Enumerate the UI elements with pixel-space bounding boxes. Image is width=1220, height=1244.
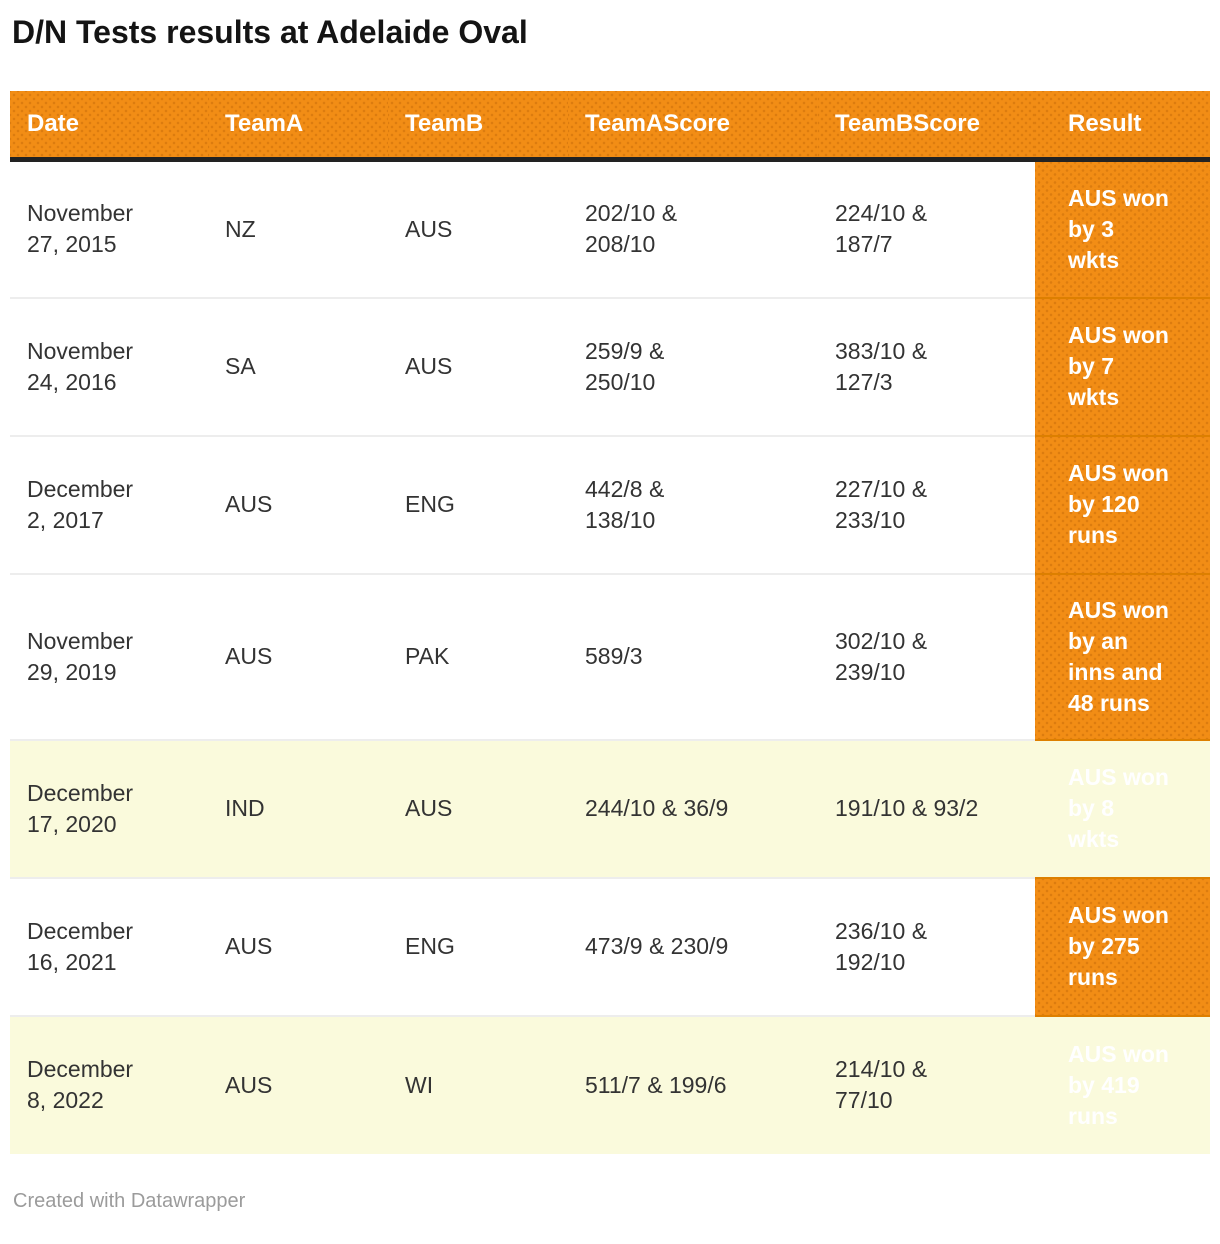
- table-row: December 2, 2017 AUS ENG 442/8 & 138/10 …: [10, 434, 1210, 574]
- result-cell: AUS won by 7 wkts: [1035, 296, 1210, 436]
- date-cell: November 27, 2015: [10, 159, 208, 298]
- header-row: Date TeamA TeamB TeamAScore TeamBScore R…: [10, 91, 1210, 162]
- date-cell: December 2, 2017: [10, 434, 208, 574]
- team-b-score-cell: 227/10 & 233/10: [818, 434, 1035, 574]
- team-b-cell: AUS: [388, 159, 568, 298]
- table-row: November 29, 2019 AUS PAK 589/3 302/10 &…: [10, 572, 1210, 740]
- team-b-score-cell: 214/10 & 77/10: [818, 1014, 1035, 1154]
- team-a-score-cell: 442/8 & 138/10: [568, 434, 818, 574]
- column-header-teamascore: TeamAScore: [568, 91, 818, 162]
- page-title: D/N Tests results at Adelaide Oval: [12, 14, 528, 50]
- date-cell: December 8, 2022: [10, 1014, 208, 1154]
- team-b-cell: ENG: [388, 434, 568, 574]
- team-b-cell: AUS: [388, 738, 568, 878]
- team-a-cell: AUS: [208, 876, 388, 1016]
- table-body: November 27, 2015 NZ AUS 202/10 & 208/10…: [10, 159, 1210, 1154]
- team-a-cell: AUS: [208, 572, 388, 740]
- team-b-cell: PAK: [388, 572, 568, 740]
- team-b-cell: WI: [388, 1014, 568, 1154]
- footer-credit: Created with Datawrapper: [13, 1189, 246, 1212]
- table-row: November 24, 2016 SA AUS 259/9 & 250/10 …: [10, 296, 1210, 436]
- table-header: Date TeamA TeamB TeamAScore TeamBScore R…: [10, 91, 1210, 162]
- team-a-cell: SA: [208, 296, 388, 436]
- team-a-cell: IND: [208, 738, 388, 878]
- result-cell: AUS won by 120 runs: [1035, 434, 1210, 574]
- column-header-teama: TeamA: [208, 91, 388, 162]
- column-header-result: Result: [1035, 91, 1210, 162]
- results-table: Date TeamA TeamB TeamAScore TeamBScore R…: [10, 91, 1210, 1154]
- result-cell: AUS won by 275 runs: [1035, 876, 1210, 1016]
- date-cell: November 29, 2019: [10, 572, 208, 740]
- table-row: December 8, 2022 AUS WI 511/7 & 199/6 21…: [10, 1014, 1210, 1154]
- table-row: November 27, 2015 NZ AUS 202/10 & 208/10…: [10, 159, 1210, 298]
- table-row: December 17, 2020 IND AUS 244/10 & 36/9 …: [10, 738, 1210, 878]
- team-b-cell: AUS: [388, 296, 568, 436]
- column-header-teambscore: TeamBScore: [818, 91, 1035, 162]
- team-a-cell: AUS: [208, 1014, 388, 1154]
- result-cell: AUS won by an inns and 48 runs: [1035, 572, 1210, 740]
- team-a-cell: AUS: [208, 434, 388, 574]
- team-b-score-cell: 224/10 & 187/7: [818, 159, 1035, 298]
- team-a-score-cell: 244/10 & 36/9: [568, 738, 818, 878]
- team-b-cell: ENG: [388, 876, 568, 1016]
- team-b-score-cell: 383/10 & 127/3: [818, 296, 1035, 436]
- team-a-score-cell: 259/9 & 250/10: [568, 296, 818, 436]
- date-cell: December 16, 2021: [10, 876, 208, 1016]
- date-cell: November 24, 2016: [10, 296, 208, 436]
- team-b-score-cell: 236/10 & 192/10: [818, 876, 1035, 1016]
- result-cell: AUS won by 419 runs: [1035, 1014, 1210, 1154]
- team-a-score-cell: 473/9 & 230/9: [568, 876, 818, 1016]
- result-cell: AUS won by 3 wkts: [1035, 160, 1210, 298]
- column-header-teamb: TeamB: [388, 91, 568, 162]
- result-cell: AUS won by 8 wkts: [1035, 738, 1210, 878]
- date-cell: December 17, 2020: [10, 738, 208, 878]
- team-b-score-cell: 191/10 & 93/2: [818, 738, 1035, 878]
- team-a-score-cell: 589/3: [568, 572, 818, 740]
- team-a-cell: NZ: [208, 159, 388, 298]
- table-row: December 16, 2021 AUS ENG 473/9 & 230/9 …: [10, 876, 1210, 1016]
- team-b-score-cell: 302/10 & 239/10: [818, 572, 1035, 740]
- team-a-score-cell: 202/10 & 208/10: [568, 159, 818, 298]
- column-header-date: Date: [10, 91, 208, 162]
- team-a-score-cell: 511/7 & 199/6: [568, 1014, 818, 1154]
